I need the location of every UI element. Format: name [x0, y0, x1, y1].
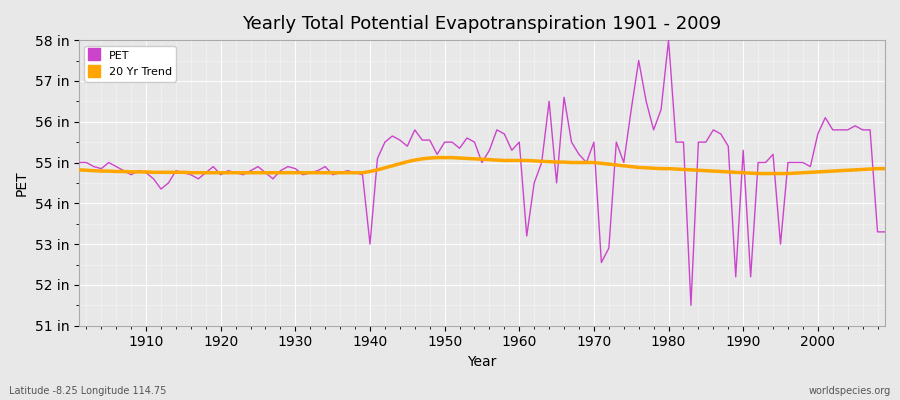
PET: [342, 168, 353, 173]
20 Yr Trend: [521, 158, 532, 163]
20 Yr Trend: [752, 171, 763, 176]
X-axis label: Year: Year: [467, 355, 497, 369]
Line: PET: PET: [79, 40, 885, 305]
Legend: PET, 20 Yr Trend: PET, 20 Yr Trend: [85, 46, 176, 82]
20 Yr Trend: [611, 162, 622, 167]
Text: Latitude -8.25 Longitude 114.75: Latitude -8.25 Longitude 114.75: [9, 386, 166, 396]
PET: [686, 303, 697, 308]
PET: [663, 38, 674, 42]
20 Yr Trend: [133, 170, 144, 174]
PET: [133, 168, 144, 173]
PET: [507, 148, 517, 153]
20 Yr Trend: [297, 170, 308, 175]
PET: [297, 172, 308, 177]
PET: [879, 230, 890, 234]
PET: [74, 160, 85, 165]
Line: 20 Yr Trend: 20 Yr Trend: [79, 158, 885, 174]
Text: worldspecies.org: worldspecies.org: [809, 386, 891, 396]
Y-axis label: PET: PET: [15, 170, 29, 196]
20 Yr Trend: [342, 170, 353, 175]
PET: [514, 140, 525, 144]
Title: Yearly Total Potential Evapotranspiration 1901 - 2009: Yearly Total Potential Evapotranspiratio…: [242, 15, 722, 33]
20 Yr Trend: [432, 155, 443, 160]
20 Yr Trend: [514, 158, 525, 163]
20 Yr Trend: [74, 168, 85, 172]
PET: [603, 246, 614, 250]
20 Yr Trend: [879, 166, 890, 171]
